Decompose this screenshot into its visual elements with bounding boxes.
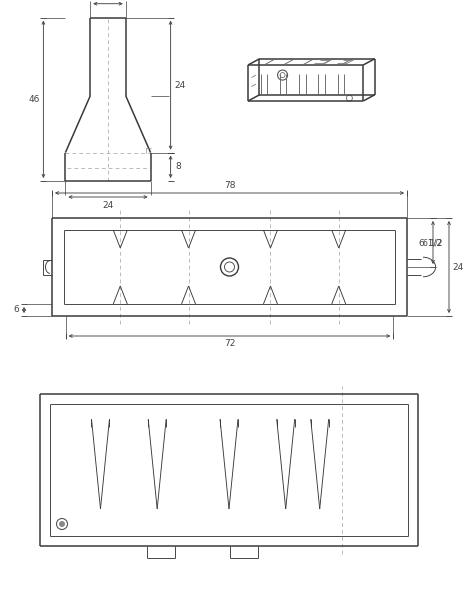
Text: 6 1/2: 6 1/2 xyxy=(419,238,443,247)
Circle shape xyxy=(59,521,65,527)
Text: 6: 6 xyxy=(13,306,19,315)
Text: 24: 24 xyxy=(102,200,114,210)
Text: 78: 78 xyxy=(224,180,235,189)
Text: 46: 46 xyxy=(29,95,40,104)
Text: 24: 24 xyxy=(174,81,185,90)
Text: 72: 72 xyxy=(224,340,235,348)
Text: 6 1/2: 6 1/2 xyxy=(423,238,443,247)
Text: 8: 8 xyxy=(176,163,182,171)
Text: 24: 24 xyxy=(452,263,464,271)
